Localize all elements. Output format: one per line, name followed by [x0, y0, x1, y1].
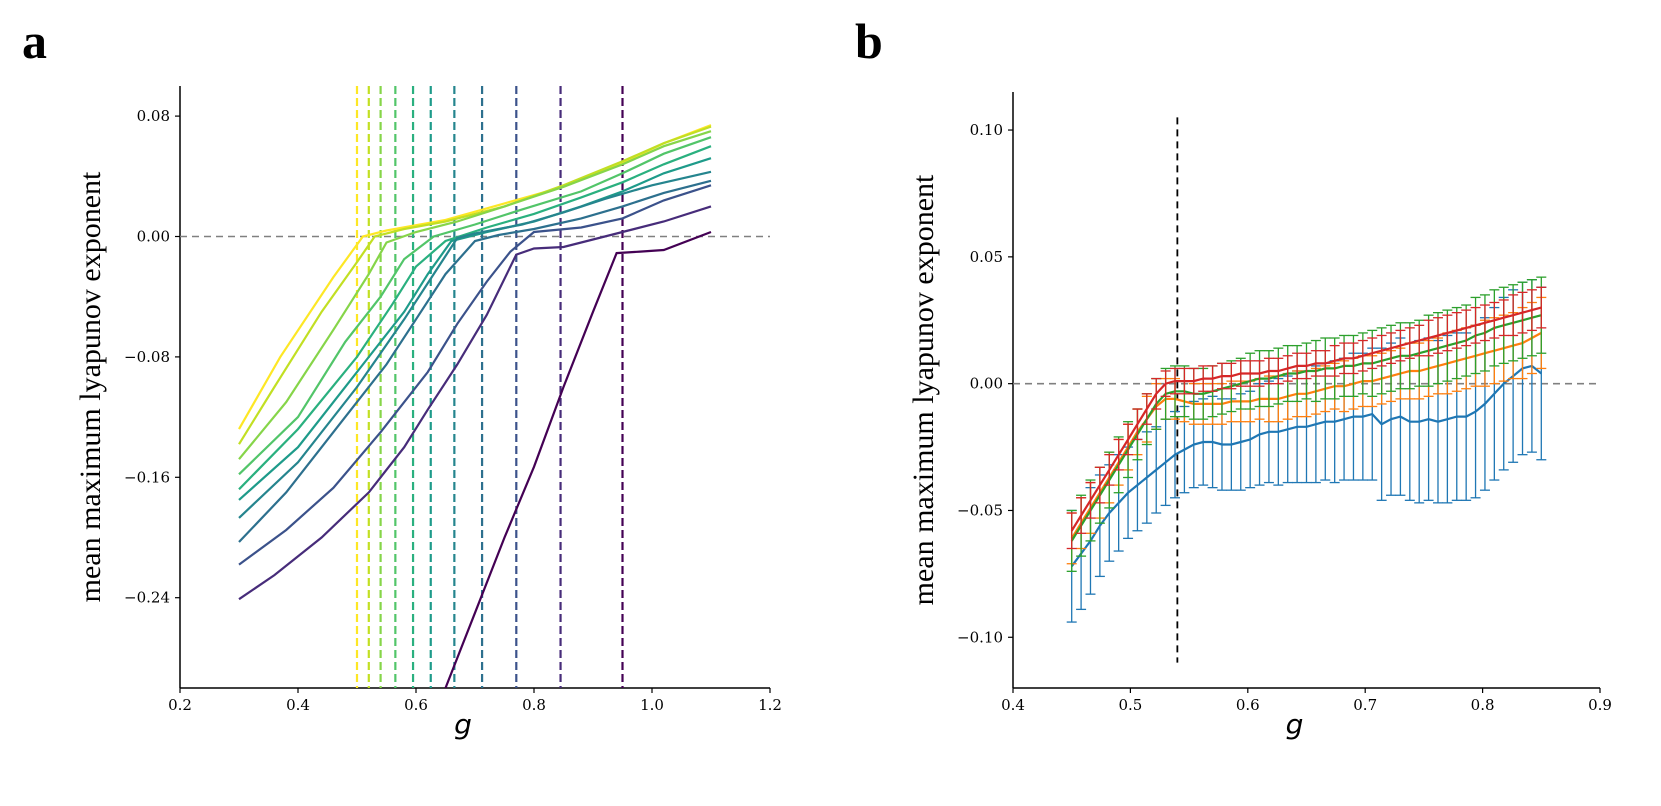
- x-tick-label: 0.7: [1353, 696, 1377, 714]
- red-line: [1070, 306, 1542, 532]
- x-tick-label: 0.6: [1236, 696, 1260, 714]
- y-tick-label: 0.00: [970, 375, 1003, 393]
- x-tick-label: 0.8: [522, 696, 546, 714]
- x-tick-label: 1.2: [758, 696, 782, 714]
- curve-8-line: [238, 179, 712, 543]
- panel-a-plot-area: [238, 86, 712, 688]
- y-tick-label: 0.05: [970, 248, 1003, 266]
- y-tick-label: −0.08: [124, 348, 170, 366]
- blue-line: [1070, 364, 1542, 567]
- curve-10-line: [238, 205, 712, 601]
- x-axis-label: g: [1286, 708, 1304, 741]
- blue-series: [1066, 279, 1547, 623]
- x-tick-label: 0.5: [1118, 696, 1142, 714]
- y-axis-label: mean maximum lyapunov exponent: [74, 171, 107, 602]
- panel-b-chart: 0.4 0.5 0.6 0.7 0.8 0.9 0.10 0.05 0.00 −0.05 −0.10…: [907, 92, 1612, 741]
- x-tick-label: 0.4: [1001, 696, 1025, 714]
- y-tick-label: 0.08: [137, 107, 170, 125]
- panel-a-chart: 0.2 0.4 0.6 0.8 1.0 1.2 0.08 0.00 −0.08 −0.16 −0.2…: [74, 86, 782, 741]
- x-tick-label: 1.0: [640, 696, 664, 714]
- x-axis-label: g: [454, 708, 472, 741]
- curve-7-line: [238, 170, 712, 519]
- x-tick-label: 0.6: [404, 696, 428, 714]
- curve-9-line: [238, 184, 712, 566]
- curve-3-line: [238, 130, 712, 460]
- y-tick-label: −0.10: [957, 628, 1003, 646]
- y-axis-label: mean maximum lyapunov exponent: [907, 174, 940, 605]
- x-tick-label: 0.8: [1471, 696, 1495, 714]
- y-tick-label: 0.00: [137, 228, 170, 246]
- y-tick-label: −0.24: [124, 589, 170, 607]
- x-tick-label: 0.2: [168, 696, 192, 714]
- curve-2-line: [238, 125, 712, 445]
- y-tick-label: −0.05: [957, 501, 1003, 519]
- curve-1-line: [238, 124, 712, 430]
- x-tick-label: 0.9: [1588, 696, 1612, 714]
- x-tick-label: 0.4: [286, 696, 310, 714]
- red-series: [1066, 286, 1547, 550]
- y-tick-label: −0.16: [124, 468, 170, 486]
- curve-5-line: [238, 145, 712, 491]
- y-tick-label: 0.10: [970, 121, 1003, 139]
- curve-4-line: [238, 136, 712, 476]
- curve-6-line: [238, 157, 712, 501]
- panel-label-b: b: [855, 13, 883, 69]
- curve-11-line: [444, 230, 712, 688]
- panel-label-a: a: [22, 13, 47, 69]
